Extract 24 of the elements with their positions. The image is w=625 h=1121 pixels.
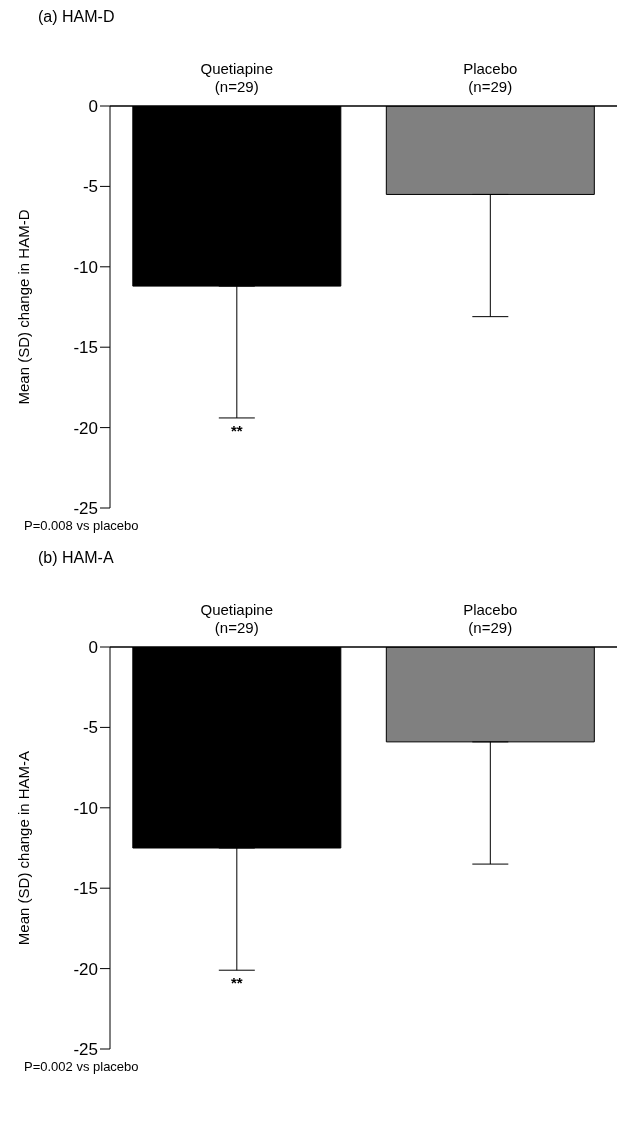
y-axis-title: Mean (SD) change in HAM-A [15,750,33,946]
y-tick-label: -15 [73,879,98,899]
y-tick-label: 0 [88,638,98,658]
y-tick-label: -15 [73,338,98,358]
annotation: ** [230,421,243,439]
chart-title: (a) HAM-D [37,8,116,27]
x-tick-label: Placebo (n=29) [463,60,518,95]
annotation: ** [230,974,243,992]
y-tick-label: -10 [73,798,98,818]
y-tick-label: -20 [73,959,98,979]
y-tick-label: -10 [73,257,98,277]
y-axis-title: Mean (SD) change in HAM-D [15,209,33,405]
text: P=0.008 vs placebo [23,518,140,533]
y-tick-label: -20 [73,418,98,438]
text: P=0.002 vs placebo [23,1059,140,1074]
x-tick-label: Quetiapine (n=29) [200,60,274,95]
y-tick-label: 0 [88,97,98,117]
y-tick-label: -5 [82,177,98,197]
y-tick-label: -5 [82,718,98,738]
y-tick-label: -25 [73,1040,98,1060]
chart-title: (b) HAM-A [37,549,115,568]
x-tick-label: Quetiapine (n=29) [200,601,274,636]
x-tick-label: Placebo (n=29) [463,601,518,636]
y-tick-label: -25 [73,499,98,519]
